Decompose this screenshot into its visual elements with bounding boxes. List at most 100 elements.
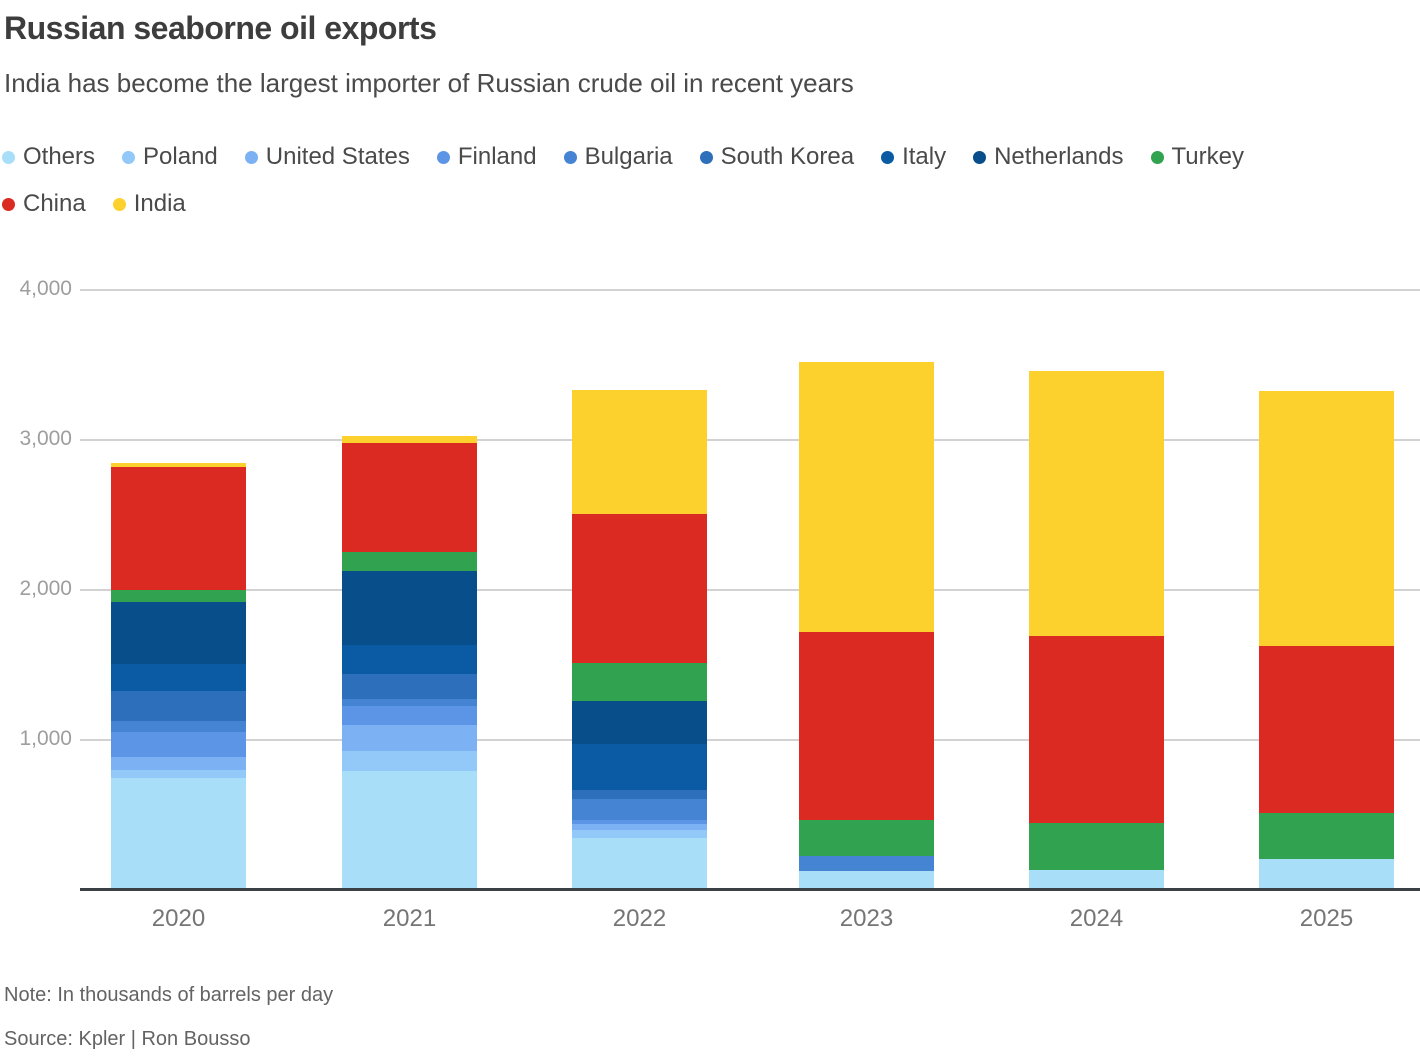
bar-segment-2020-italy bbox=[111, 663, 246, 691]
bar-segment-2025-india bbox=[1259, 390, 1394, 647]
bar-2020 bbox=[111, 463, 246, 890]
legend-label: Others bbox=[23, 143, 96, 170]
legend-dot-united-states bbox=[244, 150, 258, 164]
legend-item-turkey: Turkey bbox=[1150, 143, 1244, 171]
bar-segment-2021-south-korea bbox=[342, 674, 477, 699]
bar-segment-2024-india bbox=[1029, 371, 1164, 636]
legend-item-poland: Poland bbox=[122, 143, 218, 171]
bar-segment-2020-netherlands bbox=[111, 602, 246, 664]
y-tick-label-2000: 2,000 bbox=[19, 577, 72, 600]
legend-label: Netherlands bbox=[994, 143, 1124, 170]
bar-segment-2022-china bbox=[572, 513, 707, 663]
bar-segment-2021-bulgaria bbox=[342, 698, 477, 707]
chart-title: Russian seaborne oil exports bbox=[4, 10, 437, 46]
legend-item-italy: Italy bbox=[881, 143, 946, 171]
bar-segment-2021-india bbox=[342, 436, 477, 443]
bar-segment-2022-italy bbox=[572, 743, 707, 791]
bar-segment-2020-others bbox=[111, 777, 246, 890]
gridline-2000 bbox=[80, 589, 1420, 591]
bar-2024 bbox=[1029, 371, 1164, 890]
bar-segment-2021-italy bbox=[342, 644, 477, 674]
legend-item-netherlands: Netherlands bbox=[973, 143, 1124, 171]
bar-segment-2022-others bbox=[572, 837, 707, 890]
legend-dot-bulgaria bbox=[563, 150, 577, 164]
bar-segment-2021-united-states bbox=[342, 725, 477, 751]
legend-dot-turkey bbox=[1150, 150, 1164, 164]
bar-segment-2020-india bbox=[111, 463, 246, 467]
bar-segment-2024-china bbox=[1029, 635, 1164, 824]
x-tick-label-2021: 2021 bbox=[382, 905, 437, 932]
bar-segment-2023-india bbox=[799, 362, 934, 632]
legend: Others Poland United States Finland Bulgaria… bbox=[2, 143, 1418, 237]
bar-segment-2022-poland bbox=[572, 830, 707, 838]
bar-segment-2022-netherlands bbox=[572, 701, 707, 744]
x-axis-line bbox=[80, 888, 1420, 891]
bar-segment-2020-south-korea bbox=[111, 690, 246, 721]
legend-label: United States bbox=[265, 143, 410, 170]
bar-segment-2024-turkey bbox=[1029, 823, 1164, 870]
y-tick-label-3000: 3,000 bbox=[19, 427, 72, 450]
bar-segment-2020-bulgaria bbox=[111, 720, 246, 732]
legend-label: Poland bbox=[143, 143, 218, 170]
x-tick-label-2023: 2023 bbox=[839, 905, 894, 932]
source-line: Source: Kpler | Ron Bousso bbox=[4, 1028, 251, 1050]
bar-segment-2022-bulgaria bbox=[572, 798, 707, 820]
bar-segment-2023-bulgaria bbox=[799, 855, 934, 872]
bar-segment-2022-south-korea bbox=[572, 790, 707, 799]
bar-segment-2021-turkey bbox=[342, 551, 477, 571]
x-tick-label-2024: 2024 bbox=[1069, 905, 1124, 932]
legend-item-china: China bbox=[2, 190, 86, 218]
legend-row: Others Poland United States Finland Bulgaria… bbox=[2, 143, 1418, 171]
bar-segment-2023-china bbox=[799, 632, 934, 820]
legend-dot-china bbox=[2, 197, 15, 211]
legend-label: South Korea bbox=[720, 143, 855, 170]
legend-label: Bulgaria bbox=[584, 143, 673, 170]
legend-item-finland: Finland bbox=[436, 143, 537, 171]
legend-dot-finland bbox=[436, 150, 450, 164]
gridline-4000 bbox=[80, 289, 1420, 291]
bar-segment-2021-netherlands bbox=[342, 570, 477, 645]
legend-label: Finland bbox=[457, 143, 537, 170]
bar-segment-2020-finland bbox=[111, 731, 246, 758]
legend-dot-india bbox=[112, 197, 126, 211]
bar-segment-2023-turkey bbox=[799, 819, 934, 856]
bar-segment-2020-china bbox=[111, 467, 246, 590]
x-tick-label-2022: 2022 bbox=[612, 905, 667, 932]
legend-dot-poland bbox=[122, 150, 136, 164]
legend-label: Turkey bbox=[1171, 143, 1244, 170]
legend-row: China India bbox=[2, 190, 1418, 218]
legend-item-india: India bbox=[112, 190, 186, 218]
legend-dot-italy bbox=[881, 150, 895, 164]
bar-2025 bbox=[1259, 390, 1394, 890]
bar-segment-2022-turkey bbox=[572, 662, 707, 701]
bar-segment-2021-others bbox=[342, 770, 477, 890]
legend-label: China bbox=[23, 190, 86, 217]
legend-dot-netherlands bbox=[973, 150, 987, 164]
bar-2023 bbox=[799, 362, 934, 890]
footnote: Note: In thousands of barrels per day bbox=[4, 984, 334, 1006]
gridline-3000 bbox=[80, 439, 1420, 441]
legend-item-south-korea: South Korea bbox=[699, 143, 855, 171]
bar-segment-2023-others bbox=[799, 871, 934, 890]
legend-item-bulgaria: Bulgaria bbox=[563, 143, 673, 171]
bar-2022 bbox=[572, 389, 707, 890]
bar-segment-2025-turkey bbox=[1259, 812, 1394, 860]
bar-segment-2021-poland bbox=[342, 750, 477, 771]
legend-label: India bbox=[133, 190, 186, 217]
y-tick-label-4000: 4,000 bbox=[19, 277, 72, 300]
chart-subtitle: India has become the largest importer of… bbox=[4, 68, 854, 98]
bar-segment-2022-india bbox=[572, 389, 707, 514]
legend-label: Italy bbox=[902, 143, 947, 170]
bar-segment-2022-finland bbox=[572, 819, 707, 824]
y-tick-label-1000: 1,000 bbox=[19, 727, 72, 750]
x-tick-label-2020: 2020 bbox=[151, 905, 206, 932]
bar-segment-2025-china bbox=[1259, 646, 1394, 813]
legend-dot-south-korea bbox=[699, 150, 713, 164]
bar-segment-2021-finland bbox=[342, 706, 477, 725]
bar-segment-2021-china bbox=[342, 443, 477, 552]
legend-dot-others bbox=[2, 150, 15, 164]
bar-segment-2020-united-states bbox=[111, 757, 246, 770]
bar-segment-2022-united-states bbox=[572, 824, 707, 830]
legend-item-united-states: United States bbox=[244, 143, 410, 171]
